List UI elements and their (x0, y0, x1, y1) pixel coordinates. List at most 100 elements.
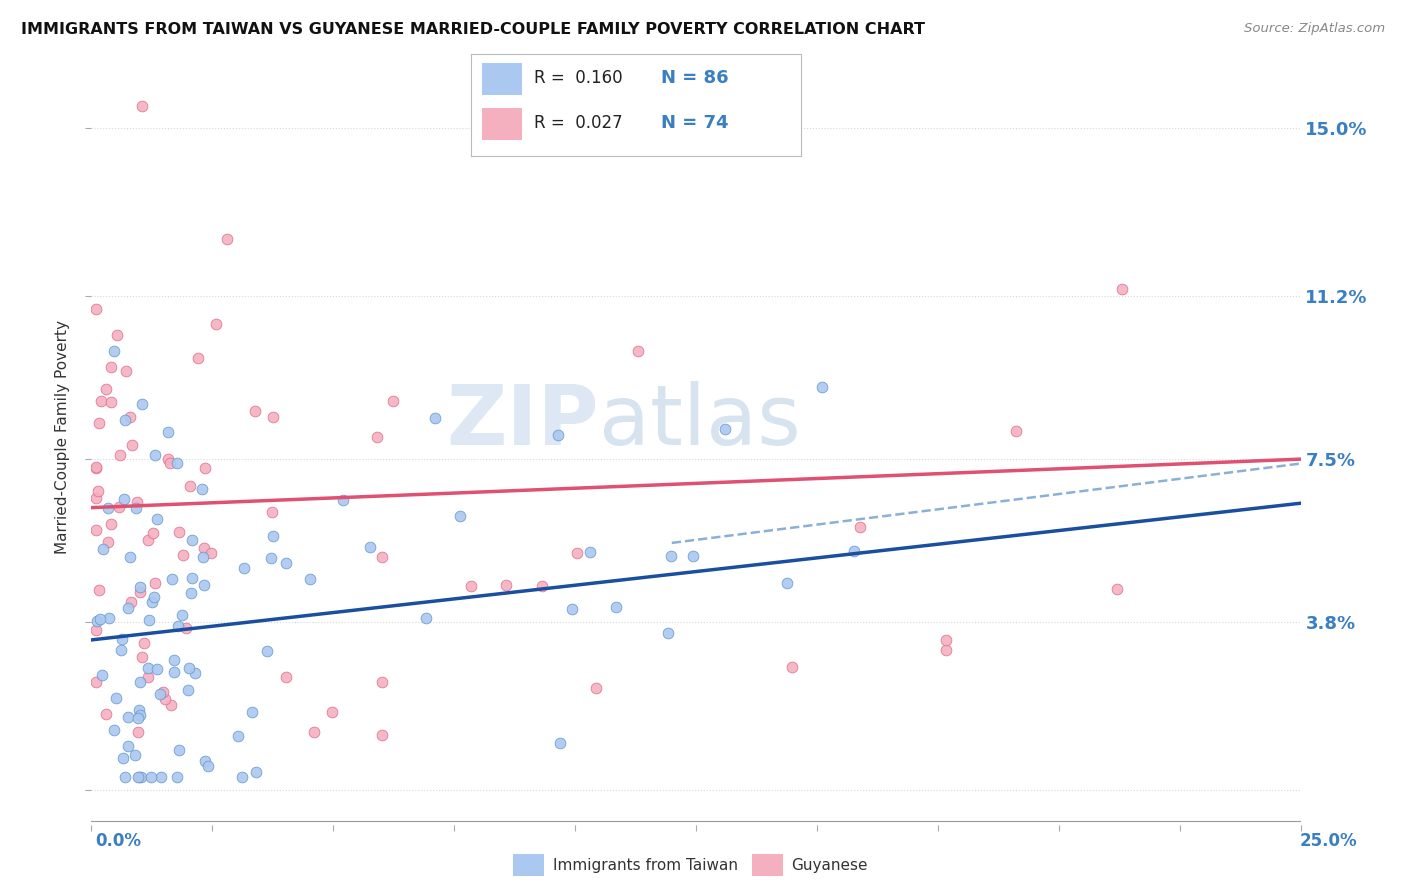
Point (935, 643, 957, 657)
Point (547, 428, 569, 442)
Point (194, 754, 217, 768)
Point (86, 614, 108, 628)
Point (167, 619, 190, 633)
Point (321, 705, 343, 719)
Point (149, 687, 172, 701)
Point (117, 709, 139, 723)
Point (585, 681, 607, 695)
Point (166, 770, 188, 784)
Point (262, 528, 284, 542)
Point (100, 360, 122, 375)
Point (299, 572, 322, 586)
Point (260, 505, 283, 519)
Point (231, 770, 253, 784)
Point (160, 572, 183, 586)
Point (129, 770, 152, 784)
Point (157, 452, 180, 467)
Point (714, 421, 737, 435)
Y-axis label: Married-Couple Family Poverty: Married-Couple Family Poverty (55, 320, 70, 554)
Point (127, 711, 149, 725)
Point (86, 491, 108, 505)
Point (682, 549, 704, 563)
Point (138, 613, 160, 627)
Point (174, 621, 197, 635)
Point (215, 232, 238, 246)
Point (245, 764, 267, 779)
Point (84, 523, 107, 537)
Point (205, 317, 228, 331)
Point (179, 479, 201, 493)
Point (124, 501, 146, 516)
Text: R =  0.160: R = 0.160 (534, 70, 623, 87)
Point (548, 735, 571, 749)
Point (276, 670, 298, 684)
Text: N = 74: N = 74 (661, 114, 728, 132)
Point (111, 750, 134, 764)
Text: Source: ZipAtlas.com: Source: ZipAtlas.com (1244, 22, 1385, 36)
Point (146, 662, 169, 676)
Point (89, 417, 111, 431)
Point (262, 409, 284, 424)
Point (103, 343, 125, 358)
Point (94, 706, 117, 721)
Point (84, 675, 107, 690)
Point (128, 708, 150, 723)
Point (96, 382, 118, 396)
Point (259, 551, 281, 566)
Point (565, 546, 588, 560)
Point (97, 611, 120, 625)
Text: N = 86: N = 86 (661, 70, 728, 87)
Text: 0.0%: 0.0% (96, 831, 142, 849)
Point (276, 556, 298, 570)
Point (811, 380, 834, 394)
Text: Guyanese: Guyanese (792, 858, 868, 872)
Point (142, 525, 165, 540)
Point (180, 586, 202, 600)
Point (191, 482, 214, 496)
Point (105, 690, 128, 705)
Point (415, 611, 437, 625)
Point (495, 578, 517, 592)
Point (302, 725, 325, 739)
Point (167, 742, 190, 756)
Point (131, 99, 153, 113)
Point (108, 448, 131, 462)
Point (370, 675, 392, 690)
Point (579, 545, 602, 559)
Point (128, 703, 150, 717)
Text: atlas: atlas (599, 381, 801, 462)
Point (128, 770, 150, 784)
Point (226, 729, 249, 743)
Point (107, 327, 129, 342)
Point (240, 706, 263, 720)
Text: IMMIGRANTS FROM TAIWAN VS GUYANESE MARRIED-COUPLE FAMILY POVERTY CORRELATION CHA: IMMIGRANTS FROM TAIWAN VS GUYANESE MARRI… (21, 22, 925, 37)
Point (120, 595, 142, 609)
Point (194, 460, 217, 475)
Point (118, 410, 141, 425)
Point (170, 608, 193, 623)
Point (120, 549, 142, 564)
Point (1111, 283, 1133, 297)
Point (193, 578, 215, 592)
Point (84, 461, 107, 475)
Point (97, 501, 120, 516)
Point (121, 437, 143, 451)
Point (200, 546, 222, 560)
Point (232, 560, 254, 574)
Text: Immigrants from Taiwan: Immigrants from Taiwan (553, 858, 738, 872)
Point (97, 534, 120, 549)
Point (187, 351, 209, 365)
Point (87, 484, 110, 499)
Point (163, 653, 186, 667)
Point (136, 669, 159, 683)
Point (780, 660, 803, 674)
Text: ZIP: ZIP (447, 381, 599, 462)
Point (150, 770, 173, 784)
Point (370, 550, 392, 565)
Point (193, 541, 215, 555)
Point (167, 525, 190, 540)
Point (111, 632, 134, 647)
Point (91, 542, 114, 557)
Point (128, 584, 150, 599)
Point (115, 364, 138, 378)
